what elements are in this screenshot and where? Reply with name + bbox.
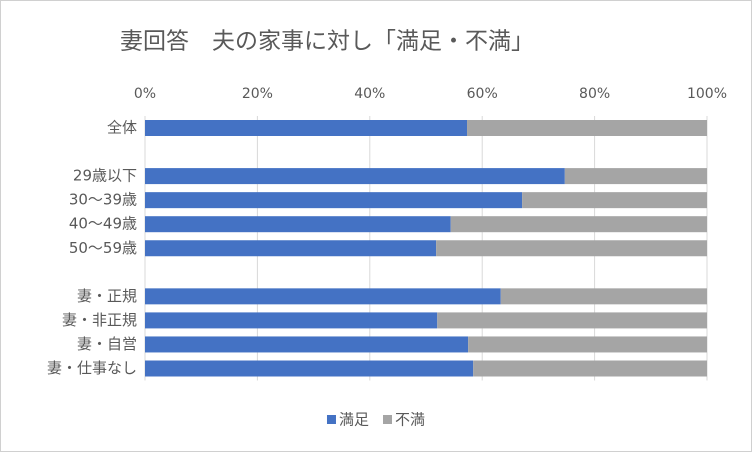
bar-segment <box>145 168 565 185</box>
y-tick-label: 妻・非正規 <box>62 311 137 329</box>
bar-segment <box>467 120 707 136</box>
bar-segment <box>145 240 437 257</box>
bar-segment <box>522 192 707 209</box>
legend: 満足 不満 <box>326 411 425 429</box>
legend-label: 満足 <box>339 411 369 429</box>
x-tick-label: 60% <box>467 86 498 102</box>
bar-segment <box>145 192 523 209</box>
bar-segment <box>145 216 451 233</box>
bar-segment <box>468 336 707 353</box>
chart-title: 妻回答 夫の家事に対し「満足・不満」 <box>120 29 534 55</box>
bar-segment <box>473 360 707 377</box>
bar-segment <box>145 312 438 329</box>
y-tick-label: 30～39歳 <box>69 191 137 209</box>
y-tick-label: 50～59歳 <box>69 239 137 257</box>
x-tick-label: 0% <box>134 86 156 102</box>
x-tick-label: 20% <box>242 86 273 102</box>
bar-segment <box>145 288 501 305</box>
bar-segment <box>500 288 707 305</box>
legend-label: 不満 <box>395 411 425 429</box>
bar-segment <box>437 312 707 329</box>
x-tick-label: 40% <box>354 86 385 102</box>
x-tick-label: 80% <box>579 86 610 102</box>
y-tick-label: 妻・正規 <box>77 287 137 305</box>
legend-swatch <box>326 415 336 424</box>
y-tick-label: 妻・仕事なし <box>47 359 137 377</box>
y-tick-label: 40～49歳 <box>69 215 137 233</box>
bar-segment <box>145 336 469 353</box>
y-tick-label: 29歳以下 <box>73 167 137 185</box>
bar-segment <box>436 240 707 257</box>
y-tick-label: 妻・自営 <box>77 335 137 353</box>
x-tick-label: 100% <box>687 86 727 102</box>
bar-segment <box>450 216 707 233</box>
bar-segment <box>564 168 707 185</box>
bar-segment <box>145 120 468 136</box>
bar-segment <box>145 360 474 377</box>
legend-swatch <box>383 415 392 424</box>
y-tick-label: 全体 <box>107 119 137 137</box>
